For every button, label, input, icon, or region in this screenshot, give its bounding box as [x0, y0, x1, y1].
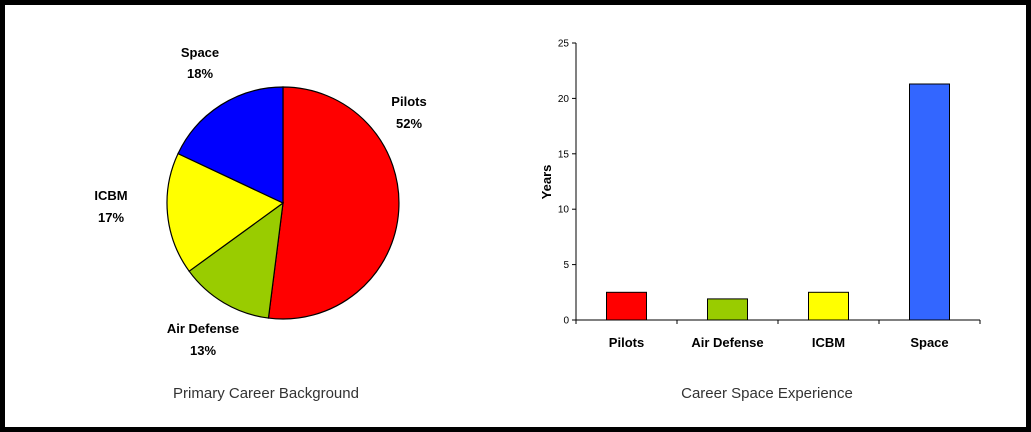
pie-pct-air-defense: 13%: [190, 343, 216, 358]
pie-label-pilots: Pilots: [391, 94, 426, 109]
pie-label-air-defense: Air Defense: [167, 321, 239, 336]
pie-pct-pilots: 52%: [396, 116, 422, 131]
bar-y-tick-label: 5: [563, 260, 569, 271]
pie-slice-icbm: [166, 152, 285, 273]
pie-caption: Primary Career Background: [173, 385, 359, 402]
bar-air-defense: [707, 298, 748, 321]
pie-pct-space: 18%: [187, 66, 213, 81]
pie-slice-pilots: [267, 86, 400, 320]
pie-label-icbm: ICBM: [94, 188, 127, 203]
pie-chart: [166, 86, 400, 320]
bar-category-label-icbm: ICBM: [812, 335, 845, 350]
bar-icbm: [808, 291, 849, 321]
bar-y-tick-label: 0: [563, 316, 569, 327]
bar-category-label-space: Space: [910, 335, 948, 350]
bar-space: [909, 83, 950, 321]
bar-y-tick-label: 10: [558, 205, 570, 216]
bar-y-tick-label: 15: [558, 149, 570, 160]
bar-category-label-air-defense: Air Defense: [691, 335, 763, 350]
pie-slice-air-defense: [188, 201, 284, 319]
bar-y-tick-label: 25: [558, 39, 570, 50]
bar-caption: Career Space Experience: [681, 385, 853, 402]
bar-y-axis-label: Years: [539, 165, 554, 200]
pie-slice-space: [177, 86, 284, 204]
bar-chart: 0 5 10 15 20 25 Pilots Air Defense ICBM Space: [558, 39, 981, 350]
bar-pilots: [606, 291, 647, 321]
bar-category-label-pilots: Pilots: [609, 335, 644, 350]
pie-pct-icbm: 17%: [98, 210, 124, 225]
bar-y-tick-label: 20: [558, 94, 570, 105]
pie-label-space: Space: [181, 45, 219, 60]
